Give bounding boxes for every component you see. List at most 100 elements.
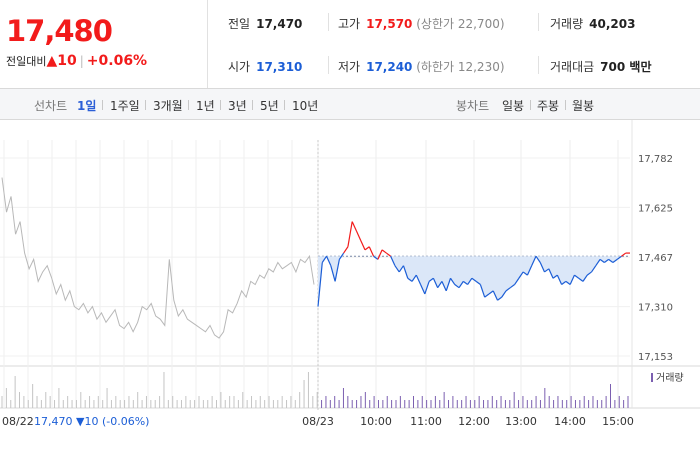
today-series-segment — [368, 246, 375, 257]
x-tick-label: 11:00 — [410, 415, 442, 428]
current-price: 17,480 — [6, 14, 113, 48]
today-series-segment — [505, 287, 511, 292]
monthly-candle-button[interactable]: 월봉 — [572, 99, 595, 113]
line-chart-label: 선차트 — [34, 99, 68, 113]
today-series-segment — [415, 274, 422, 285]
divider — [188, 100, 189, 110]
period-3m-button[interactable]: 3개월 — [153, 99, 183, 113]
today-series-segment — [561, 280, 567, 286]
y-tick-label: 17,153 — [638, 352, 673, 363]
today-series-segment — [488, 290, 494, 295]
x-tick-label: 10:00 — [360, 415, 392, 428]
today-series-segment — [574, 274, 580, 279]
today-series-segment — [317, 262, 323, 307]
today-series-segment — [321, 255, 328, 263]
today-series-segment — [330, 265, 336, 282]
today-series-segment — [484, 293, 490, 298]
today-series-segment — [338, 252, 345, 260]
weekly-candle-button[interactable]: 주봉 — [537, 99, 560, 113]
volume: 거래량 40,203 — [550, 15, 635, 32]
open-price: 시가 17,310 — [228, 58, 302, 75]
today-series-segment — [526, 265, 533, 276]
today-series-segment — [582, 274, 588, 282]
upper-limit: (상한가 22,700) — [416, 17, 505, 31]
divider — [328, 13, 329, 31]
price-chart-svg: 17,782 17,625 17,467 17,310 17,153 거래량 08/23 10… — [0, 120, 700, 428]
volume-label: 거래량 — [550, 17, 584, 31]
change-label: 전일대비 — [6, 55, 47, 68]
price-info-grid: 전일 17,470 고가 17,570 (상한가 22,700) 거래량 40,203… — [208, 0, 700, 88]
period-3y-button[interactable]: 3년 — [228, 99, 247, 113]
divider — [252, 100, 253, 110]
today-series-segment — [377, 249, 383, 260]
today-series-segment — [355, 230, 362, 241]
open-label: 시가 — [228, 60, 251, 74]
period-1w-button[interactable]: 1주일 — [110, 99, 140, 113]
today-series-segment — [398, 265, 404, 273]
chart-grid — [0, 120, 700, 412]
today-series-segment — [420, 284, 426, 295]
today-series-segment — [535, 255, 541, 263]
x-tick-label: 13:00 — [505, 415, 537, 428]
x-tick-label: 14:00 — [554, 415, 586, 428]
divider — [565, 100, 566, 110]
high-label: 고가 — [338, 17, 361, 31]
today-series-segment — [471, 277, 477, 282]
today-series-segment — [407, 277, 413, 282]
today-series-segment — [364, 246, 370, 251]
low-price: 저가 17,240 (하한가 12,230) — [338, 58, 505, 75]
today-series-segment — [475, 280, 481, 286]
today-series-segment — [544, 268, 550, 273]
volume-value: 40,203 — [589, 17, 636, 31]
period-1y-button[interactable]: 1년 — [196, 99, 215, 113]
period-1d-button[interactable]: 1일 — [77, 99, 97, 113]
lower-limit: (하한가 12,230) — [416, 60, 505, 74]
divider — [102, 100, 103, 110]
today-series-segment — [539, 262, 546, 273]
current-price-box: 17,480 전일대비▲10 | +0.06% — [0, 0, 208, 88]
volume-bars — [1, 372, 629, 408]
today-series-segment — [531, 255, 537, 266]
trade-amount: 거래대금 700 백만 — [550, 58, 651, 75]
divider — [530, 100, 531, 110]
y-tick-label: 17,467 — [638, 253, 673, 264]
today-series-segment — [373, 255, 379, 260]
today-series-segment — [351, 221, 358, 232]
today-series-segment — [599, 258, 605, 263]
change-value: ▲10 — [46, 53, 77, 69]
today-series-segment — [326, 255, 332, 266]
today-series-segment — [347, 221, 353, 247]
divider — [538, 56, 539, 74]
today-series-segment — [565, 280, 571, 286]
high-value: 17,570 — [366, 17, 413, 31]
prev-close-label: 전일 — [228, 17, 251, 31]
divider — [220, 100, 221, 110]
today-series-segment — [411, 274, 417, 282]
today-series-segment — [621, 252, 627, 257]
today-series-segment — [492, 290, 499, 301]
x-tick-label: 12:00 — [458, 415, 490, 428]
divider — [538, 13, 539, 31]
x-tick-label: 08/23 — [302, 415, 334, 428]
today-series-segment — [591, 265, 597, 273]
today-series-segment — [458, 281, 464, 289]
period-5y-button[interactable]: 5년 — [260, 99, 279, 113]
trade-amount-value: 700 백만 — [600, 60, 652, 74]
today-series-segment — [360, 240, 366, 251]
open-value: 17,310 — [256, 60, 303, 74]
low-label: 저가 — [338, 60, 361, 74]
today-series-segment — [390, 255, 396, 266]
x-tick-label: 15:00 — [602, 415, 634, 428]
daily-candle-button[interactable]: 일봉 — [502, 99, 525, 113]
volume-legend-label: 거래량 — [656, 372, 684, 384]
today-series-segment — [518, 271, 524, 279]
today-series-segment — [437, 281, 443, 289]
today-series-segment — [462, 280, 468, 286]
today-series-segment — [586, 271, 592, 276]
y-tick-label: 17,310 — [638, 303, 673, 314]
low-value: 17,240 — [366, 60, 413, 74]
today-series-segment — [432, 278, 439, 288]
period-10y-button[interactable]: 10년 — [292, 99, 319, 113]
today-series-segment — [514, 277, 520, 285]
